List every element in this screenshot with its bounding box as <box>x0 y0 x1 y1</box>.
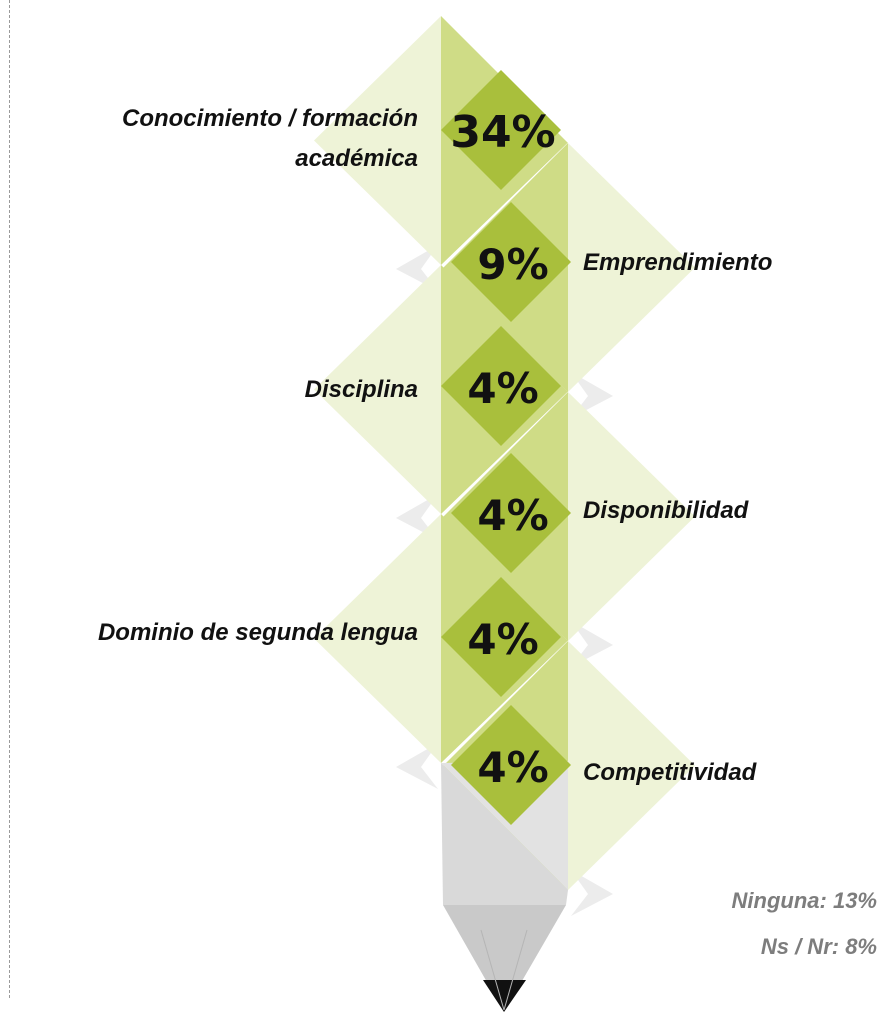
value-diamond-6 <box>451 705 571 825</box>
segment-right-wing <box>568 641 695 890</box>
shadow-chevron <box>396 743 438 789</box>
note-1: Ninguna: 13% <box>732 888 877 913</box>
dashed-left-rule <box>9 0 10 998</box>
segment-left-wing <box>314 16 441 265</box>
value-label-6: 4% <box>477 743 548 792</box>
value-diamond-1 <box>441 70 561 190</box>
category-label-1-line-2: académica <box>295 145 418 172</box>
value-label-1: 34% <box>450 107 555 158</box>
value-diamond-4 <box>451 453 571 573</box>
segment-left-wing <box>314 265 441 514</box>
segment-left-wing <box>314 514 441 763</box>
value-label-2: 9% <box>477 240 548 289</box>
category-label-1-line-1: Conocimiento / formación <box>122 105 418 132</box>
value-label-3: 4% <box>467 364 538 413</box>
category-label-5: Dominio de segunda lengua <box>98 619 418 646</box>
category-label-6: Competitividad <box>583 759 758 786</box>
category-label-4: Disponibilidad <box>583 497 750 524</box>
value-marks <box>441 70 571 825</box>
value-diamond-5 <box>441 577 561 697</box>
value-label-5: 4% <box>467 615 538 664</box>
pencil-wood-body <box>441 763 568 905</box>
pencil-cone <box>443 905 566 1012</box>
value-label-4: 4% <box>477 491 548 540</box>
segment-right-wing <box>568 392 695 641</box>
segment-right-wing <box>568 143 695 392</box>
pencil-lead-tip <box>483 980 526 1012</box>
text-layer: 34% 9% 4% 4% 4% 4% Conocimiento / formación aca… <box>98 105 877 959</box>
pencil-edge-line <box>480 929 505 1011</box>
value-diamond-3 <box>441 326 561 446</box>
note-2: Ns / Nr: 8% <box>761 934 877 959</box>
category-label-3: Disciplina <box>305 376 418 403</box>
shadow-chevron <box>571 870 613 916</box>
pencil-edge-line <box>503 929 528 1011</box>
category-label-2: Emprendimiento <box>583 249 772 276</box>
value-diamond-2 <box>451 202 571 322</box>
